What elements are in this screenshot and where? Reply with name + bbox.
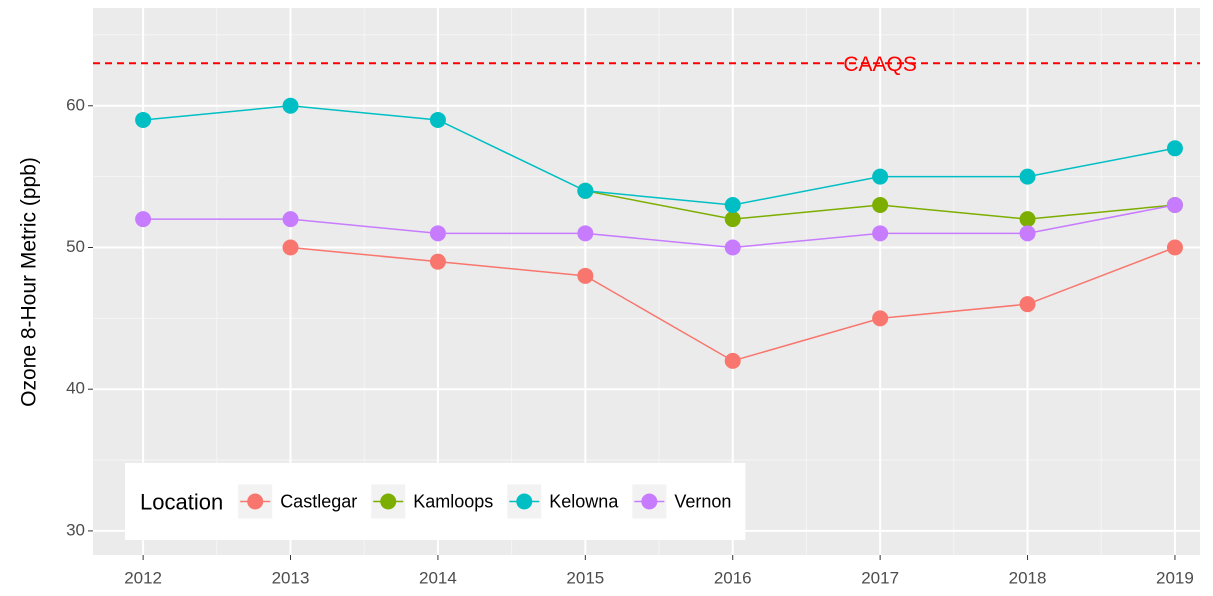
data-point bbox=[872, 225, 889, 242]
series-line bbox=[143, 204, 1176, 249]
data-point bbox=[135, 111, 152, 128]
legend-label: Kelowna bbox=[549, 491, 619, 511]
data-point bbox=[577, 267, 594, 284]
data-point bbox=[872, 310, 889, 327]
y-tick-label: 40 bbox=[66, 379, 85, 398]
y-tick-label: 30 bbox=[66, 520, 85, 539]
x-tick-label: 2012 bbox=[124, 568, 162, 587]
x-tick-label: 2015 bbox=[566, 568, 604, 587]
legend-key-point bbox=[380, 493, 397, 510]
legend-key-point bbox=[641, 493, 658, 510]
data-point bbox=[1166, 196, 1183, 213]
x-tick-label: 2018 bbox=[1009, 568, 1047, 587]
data-point bbox=[1019, 296, 1036, 313]
data-point bbox=[1019, 168, 1036, 185]
x-tick-label: 2016 bbox=[714, 568, 752, 587]
data-point bbox=[577, 225, 594, 242]
reference-label: CAAQS bbox=[843, 53, 917, 76]
data-point bbox=[724, 239, 741, 256]
y-axis-title: Ozone 8-Hour Metric (ppb) bbox=[18, 157, 41, 407]
data-point bbox=[577, 182, 594, 199]
x-tick-label: 2017 bbox=[861, 568, 899, 587]
data-point bbox=[429, 111, 446, 128]
legend-key-point bbox=[516, 493, 533, 510]
y-tick-label: 50 bbox=[66, 237, 85, 256]
x-tick-label: 2019 bbox=[1156, 568, 1194, 587]
data-point bbox=[282, 211, 299, 228]
data-point bbox=[429, 225, 446, 242]
x-tick-label: 2014 bbox=[419, 568, 457, 587]
legend-label: Vernon bbox=[674, 491, 731, 511]
data-point bbox=[1019, 225, 1036, 242]
data-point bbox=[724, 196, 741, 213]
legend-label: Kamloops bbox=[413, 491, 493, 511]
data-point bbox=[282, 239, 299, 256]
data-point bbox=[429, 253, 446, 270]
data-point bbox=[1166, 140, 1183, 157]
data-point bbox=[872, 168, 889, 185]
series-line bbox=[143, 105, 1176, 206]
x-tick-label: 2013 bbox=[272, 568, 310, 587]
data-point bbox=[724, 211, 741, 228]
legend-label: Castlegar bbox=[280, 491, 357, 511]
data-point bbox=[1166, 239, 1183, 256]
data-point bbox=[872, 196, 889, 213]
legend: Location Castlegar Kamloops Kelowna Vernon bbox=[125, 463, 746, 540]
legend-title: Location bbox=[140, 489, 223, 514]
legend-key-point bbox=[247, 493, 264, 510]
data-point bbox=[1019, 211, 1036, 228]
data-point bbox=[282, 97, 299, 114]
y-tick-label: 60 bbox=[66, 95, 85, 114]
data-point bbox=[135, 211, 152, 228]
data-point bbox=[724, 352, 741, 369]
